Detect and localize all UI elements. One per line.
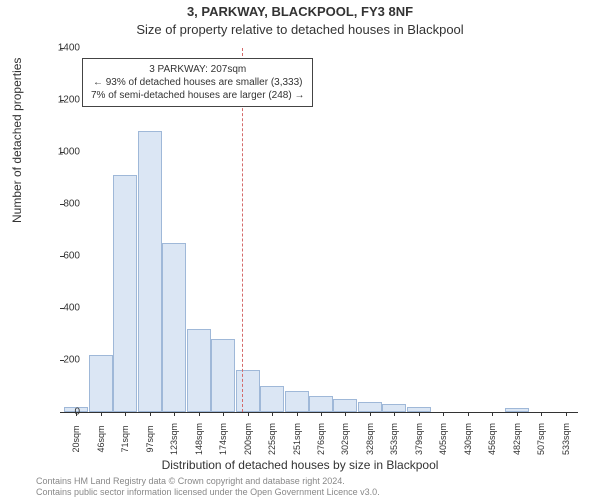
x-tick-mark [76, 412, 77, 416]
bar [211, 339, 235, 412]
x-tick-label: 71sqm [120, 425, 130, 452]
footer-line-2: Contains public sector information licen… [36, 487, 380, 497]
bar [162, 243, 186, 412]
bar [138, 131, 162, 412]
x-tick-mark [101, 412, 102, 416]
x-tick-mark [125, 412, 126, 416]
x-tick-mark [223, 412, 224, 416]
x-tick-label: 200sqm [243, 423, 253, 455]
x-tick-mark [566, 412, 567, 416]
x-tick-mark [150, 412, 151, 416]
x-tick-mark [370, 412, 371, 416]
x-tick-label: 328sqm [365, 423, 375, 455]
y-tick-mark [60, 308, 64, 309]
x-tick-mark [468, 412, 469, 416]
chart-container: 3, PARKWAY, BLACKPOOL, FY3 8NF Size of p… [0, 0, 600, 500]
x-tick-label: 123sqm [169, 423, 179, 455]
x-tick-mark [419, 412, 420, 416]
x-tick-label: 507sqm [536, 423, 546, 455]
footer-attribution: Contains HM Land Registry data © Crown c… [36, 476, 380, 498]
bar [333, 399, 357, 412]
y-tick-mark [60, 48, 64, 49]
x-tick-label: 276sqm [316, 423, 326, 455]
x-tick-mark [492, 412, 493, 416]
annotation-line: 3 PARKWAY: 207sqm [91, 63, 304, 76]
x-axis-label: Distribution of detached houses by size … [0, 458, 600, 472]
x-tick-mark [345, 412, 346, 416]
x-tick-mark [541, 412, 542, 416]
bar [89, 355, 113, 412]
x-tick-label: 251sqm [292, 423, 302, 455]
x-tick-mark [297, 412, 298, 416]
bar [187, 329, 211, 412]
page-title: 3, PARKWAY, BLACKPOOL, FY3 8NF [0, 4, 600, 19]
y-axis-label: Number of detached properties [10, 58, 24, 223]
x-tick-label: 174sqm [218, 423, 228, 455]
x-tick-mark [517, 412, 518, 416]
y-tick-mark [60, 256, 64, 257]
y-tick-mark [60, 152, 64, 153]
bar [382, 404, 406, 412]
x-tick-label: 20sqm [71, 425, 81, 452]
x-tick-label: 379sqm [414, 423, 424, 455]
bar [260, 386, 284, 412]
bar [236, 370, 260, 412]
bar [285, 391, 309, 412]
x-tick-label: 456sqm [487, 423, 497, 455]
x-tick-label: 353sqm [389, 423, 399, 455]
footer-line-1: Contains HM Land Registry data © Crown c… [36, 476, 345, 486]
x-tick-mark [199, 412, 200, 416]
x-tick-label: 225sqm [267, 423, 277, 455]
x-tick-mark [394, 412, 395, 416]
bar [113, 175, 137, 412]
x-tick-label: 430sqm [463, 423, 473, 455]
x-tick-label: 46sqm [96, 425, 106, 452]
bar [358, 402, 382, 412]
page-subtitle: Size of property relative to detached ho… [0, 22, 600, 37]
annotation-line: ← 93% of detached houses are smaller (3,… [91, 76, 304, 89]
x-tick-label: 148sqm [194, 423, 204, 455]
annotation-box: 3 PARKWAY: 207sqm← 93% of detached house… [82, 58, 313, 107]
x-tick-mark [321, 412, 322, 416]
y-tick-mark [60, 360, 64, 361]
x-tick-mark [272, 412, 273, 416]
y-tick-mark [60, 412, 64, 413]
y-tick-mark [60, 204, 64, 205]
x-tick-label: 482sqm [512, 423, 522, 455]
annotation-line: 7% of semi-detached houses are larger (2… [91, 89, 304, 102]
plot-area: 3 PARKWAY: 207sqm← 93% of detached house… [64, 48, 578, 412]
x-tick-mark [248, 412, 249, 416]
x-tick-label: 405sqm [438, 423, 448, 455]
x-tick-label: 97sqm [145, 425, 155, 452]
x-tick-mark [443, 412, 444, 416]
x-tick-label: 302sqm [340, 423, 350, 455]
x-tick-mark [174, 412, 175, 416]
bar [309, 396, 333, 412]
y-tick-mark [60, 100, 64, 101]
x-tick-label: 533sqm [561, 423, 571, 455]
